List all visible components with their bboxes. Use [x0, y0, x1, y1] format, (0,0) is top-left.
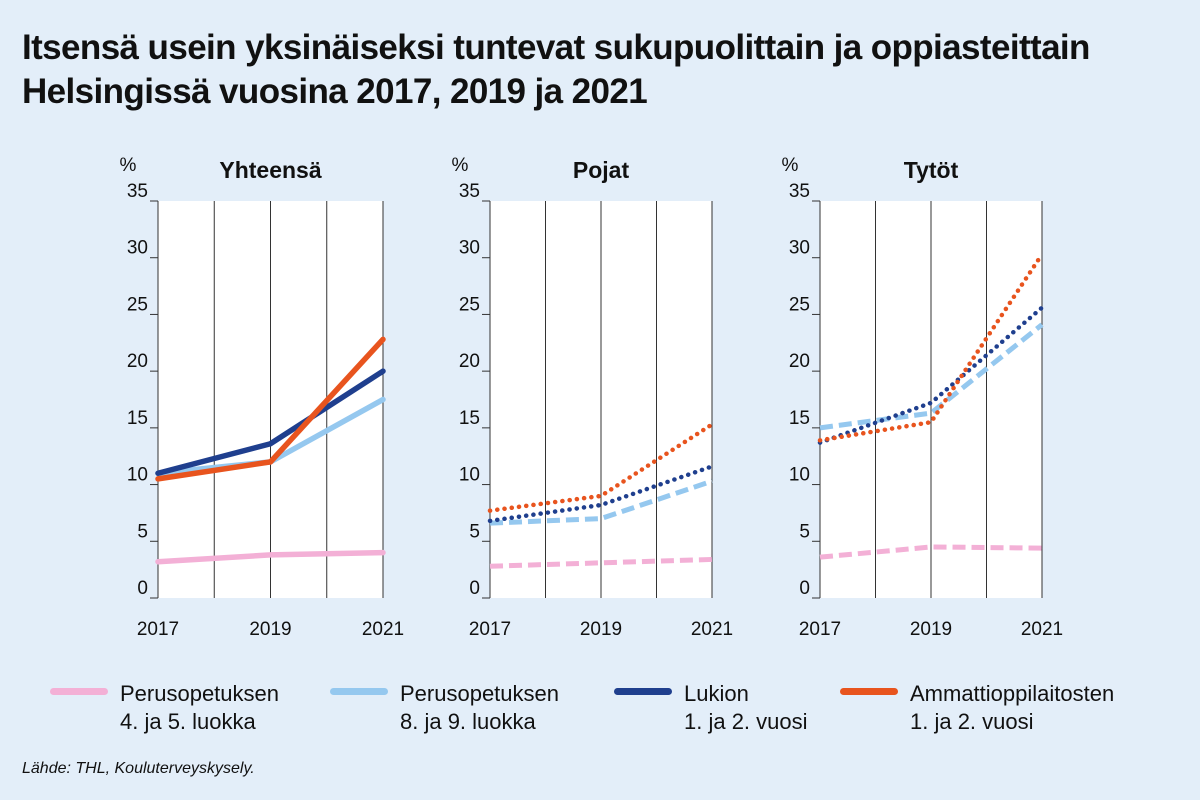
y-axis-unit-yhteensa: % [120, 155, 137, 176]
y-tick-label: 10 [127, 465, 148, 486]
legend-label-perus-4-5: Perusopetuksen 4. ja 5. luokka [120, 680, 279, 736]
x-tick-label: 2017 [469, 619, 511, 640]
x-tick-label: 2021 [1021, 619, 1063, 640]
source-note: Lähde: THL, Kouluterveyskysely. [22, 760, 255, 777]
x-tick-label: 2019 [580, 619, 622, 640]
y-tick-label: 25 [127, 294, 148, 315]
y-tick-label: 5 [137, 521, 148, 542]
y-tick-label: 20 [459, 351, 480, 372]
y-tick-label: 15 [789, 408, 810, 429]
x-tick-label: 2017 [137, 619, 179, 640]
series-line-tytot-ammatti [817, 252, 1045, 443]
legend-label-ammatti: Ammattioppilaitosten 1. ja 2. vuosi [910, 680, 1114, 736]
y-tick-label: 25 [459, 294, 480, 315]
y-axis-unit-tytot: % [782, 155, 799, 176]
legend-swatch-perus-4-5 [50, 688, 108, 695]
legend-label-perus-8-9: Perusopetuksen 8. ja 9. luokka [400, 680, 559, 736]
legend-label-lukio-line-2: 1. ja 2. vuosi [684, 709, 808, 734]
legend-label-perus-8-9-line-2: 8. ja 9. luokka [400, 709, 536, 734]
y-tick-label: 5 [799, 521, 810, 542]
panel-title-yhteensa: Yhteensä [219, 157, 321, 183]
legend-label-perus-8-9-line-1: Perusopetuksen [400, 681, 559, 706]
y-tick-label: 20 [127, 351, 148, 372]
y-tick-label: 35 [127, 181, 148, 202]
legend-swatch-perus-8-9 [330, 688, 388, 695]
chart-panel-tytot: 0 5 10 15 20 25 30 35 2017 2019 2021% Tytöt [782, 155, 1064, 640]
y-tick-label: 30 [789, 238, 810, 259]
x-tick-label: 2021 [691, 619, 733, 640]
legend-label-ammatti-line-1: Ammattioppilaitosten [910, 681, 1115, 706]
y-axis-unit-pojat: % [452, 155, 469, 176]
legend-swatch-ammatti [840, 688, 898, 695]
y-tick-label: 15 [459, 408, 480, 429]
x-tick-label: 2019 [910, 619, 952, 640]
chart-title: Itsensä usein yksinäiseksi tuntevat suku… [22, 26, 1182, 114]
panel-title-tytot: Tytöt [904, 157, 959, 183]
series-line-pojat-ammatti [487, 422, 715, 513]
panel-title-pojat: Pojat [573, 157, 630, 183]
y-tick-label: 35 [459, 181, 480, 202]
chart-panel-pojat: 0 5 10 15 20 25 30 35 2017 2019 2021% Pojat [452, 155, 734, 640]
chart-title-line-2: Helsingissä vuosina 2017, 2019 ja 2021 [22, 72, 648, 111]
y-tick-label: 20 [789, 351, 810, 372]
legend-label-perus-4-5-line-2: 4. ja 5. luokka [120, 709, 256, 734]
legend-label-ammatti-line-2: 1. ja 2. vuosi [910, 709, 1034, 734]
legend-label-lukio-line-1: Lukion [684, 681, 749, 706]
series-line-pojat-lukio [487, 464, 715, 524]
y-tick-label: 10 [789, 465, 810, 486]
y-tick-label: 30 [459, 238, 480, 259]
chart-title-line-1: Itsensä usein yksinäiseksi tuntevat suku… [22, 28, 1090, 67]
x-tick-label: 2019 [249, 619, 291, 640]
y-tick-label: 5 [469, 521, 480, 542]
y-tick-label: 25 [789, 294, 810, 315]
y-tick-label: 35 [789, 181, 810, 202]
x-tick-label: 2017 [799, 619, 841, 640]
y-tick-label: 30 [127, 238, 148, 259]
legend-swatch-lukio [614, 688, 672, 695]
legend-label-lukio: Lukion 1. ja 2. vuosi [684, 680, 808, 736]
legend-label-perus-4-5-line-1: Perusopetuksen [120, 681, 279, 706]
y-tick-label: 0 [799, 578, 810, 599]
y-tick-label: 10 [459, 465, 480, 486]
y-tick-label: 0 [469, 578, 480, 599]
y-tick-label: 15 [127, 408, 148, 429]
x-tick-label: 2021 [362, 619, 404, 640]
y-tick-label: 0 [137, 578, 148, 599]
chart-panel-yhteensa: 0 5 10 15 20 25 30 35 2017 2019 2021% Yhteensä [120, 155, 405, 640]
